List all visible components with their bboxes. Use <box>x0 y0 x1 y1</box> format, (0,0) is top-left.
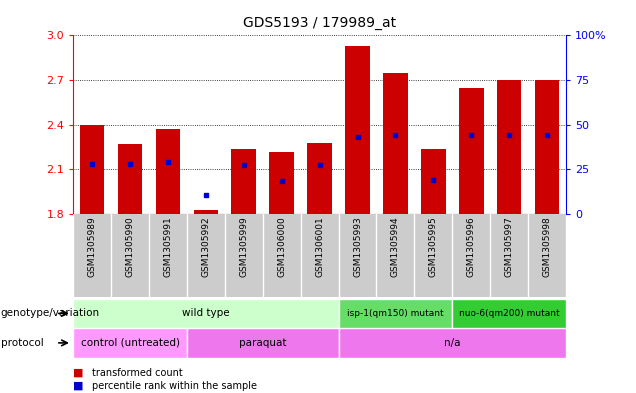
Bar <box>193 210 218 214</box>
Bar <box>338 299 452 328</box>
Bar <box>118 144 142 214</box>
Text: percentile rank within the sample: percentile rank within the sample <box>92 381 257 391</box>
Text: GSM1305990: GSM1305990 <box>125 217 134 277</box>
Text: n/a: n/a <box>444 338 460 348</box>
Text: paraquat: paraquat <box>239 338 286 348</box>
Text: genotype/variation: genotype/variation <box>1 309 100 318</box>
Bar <box>270 152 294 214</box>
Text: GSM1305997: GSM1305997 <box>505 217 514 277</box>
Bar <box>497 80 522 214</box>
Text: GSM1305995: GSM1305995 <box>429 217 438 277</box>
Bar <box>345 46 370 214</box>
Text: GSM1305994: GSM1305994 <box>391 217 400 277</box>
Bar <box>459 88 483 214</box>
Text: GSM1305999: GSM1305999 <box>239 217 248 277</box>
Bar <box>187 328 338 358</box>
Text: GSM1305989: GSM1305989 <box>88 217 97 277</box>
Text: protocol: protocol <box>1 338 43 348</box>
Text: wild type: wild type <box>182 309 230 318</box>
Text: GSM1305996: GSM1305996 <box>467 217 476 277</box>
Text: ■: ■ <box>73 381 84 391</box>
Bar <box>535 80 560 214</box>
Text: GSM1305992: GSM1305992 <box>202 217 211 277</box>
Bar <box>452 299 566 328</box>
Text: transformed count: transformed count <box>92 367 183 378</box>
Bar <box>307 143 332 214</box>
Bar <box>232 149 256 214</box>
Text: GSM1306000: GSM1306000 <box>277 217 286 277</box>
Bar <box>156 129 180 214</box>
Text: control (untreated): control (untreated) <box>81 338 179 348</box>
Text: GSM1305993: GSM1305993 <box>353 217 362 277</box>
Text: ■: ■ <box>73 367 84 378</box>
Text: GSM1305991: GSM1305991 <box>163 217 172 277</box>
Title: GDS5193 / 179989_at: GDS5193 / 179989_at <box>243 16 396 30</box>
Text: GSM1305998: GSM1305998 <box>543 217 551 277</box>
Text: GSM1306001: GSM1306001 <box>315 217 324 277</box>
Text: nuo-6(qm200) mutant: nuo-6(qm200) mutant <box>459 309 560 318</box>
Bar <box>73 328 187 358</box>
Bar <box>80 125 104 214</box>
Bar <box>338 328 566 358</box>
Text: isp-1(qm150) mutant: isp-1(qm150) mutant <box>347 309 444 318</box>
Bar <box>73 299 338 328</box>
Bar <box>421 149 446 214</box>
Bar <box>383 73 408 214</box>
